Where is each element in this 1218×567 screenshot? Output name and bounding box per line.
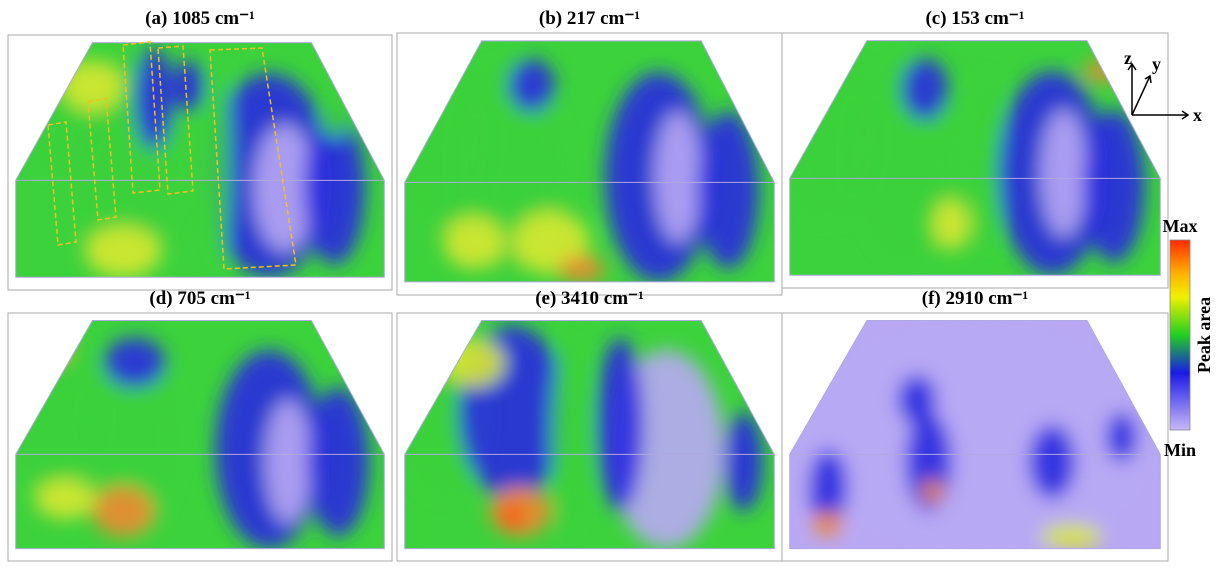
intensity-blob	[173, 61, 204, 112]
intensity-blob	[559, 256, 605, 282]
intensity-blob	[898, 375, 937, 425]
panel-title: (f) 2910 cm⁻¹	[922, 288, 1028, 309]
intensity-blob	[8, 325, 100, 499]
colorbar-max: Max	[1163, 216, 1198, 236]
panel: (f) 2910 cm⁻¹	[782, 288, 1168, 561]
axis-label: x	[1193, 105, 1202, 125]
figure: (a) 1085 cm⁻¹ (b) 217 cm⁻¹ (c) 153 cm⁻¹ (d)…	[0, 0, 1218, 567]
panel: (d) 705 cm⁻¹	[8, 288, 392, 561]
panel-title: (d) 705 cm⁻¹	[149, 288, 250, 309]
intensity-blob	[265, 400, 311, 524]
intensity-blob	[1041, 110, 1087, 238]
panel: (c) 153 cm⁻¹	[782, 8, 1168, 288]
intensity-blob	[724, 412, 763, 511]
volume	[782, 313, 1168, 561]
colorbar-min: Min	[1164, 440, 1196, 460]
y-arrow	[1132, 76, 1150, 115]
volume-texture	[782, 313, 1168, 561]
colorbar	[1170, 240, 1190, 430]
intensity-blob	[813, 511, 844, 536]
panel: (a) 1085 cm⁻¹	[8, 8, 392, 290]
intensity-blob	[933, 199, 972, 250]
panels: (a) 1085 cm⁻¹ (b) 217 cm⁻¹ (c) 153 cm⁻¹ (d)…	[8, 8, 1168, 561]
intensity-blob	[551, 338, 590, 536]
intensity-blob	[501, 504, 524, 529]
volume	[397, 320, 774, 548]
intensity-blob	[92, 487, 153, 537]
intensity-blob	[319, 112, 350, 138]
intensity-blob	[104, 338, 165, 388]
intensity-blob	[597, 338, 643, 512]
intensity-blob	[1041, 524, 1103, 549]
intensity-blob	[35, 479, 96, 519]
axis-label: z	[1124, 48, 1132, 68]
intensity-blob	[655, 112, 701, 243]
panel-title: (e) 3410 cm⁻¹	[535, 288, 644, 309]
colorbar-label: Peak area	[1194, 297, 1214, 373]
intensity-blob	[1083, 61, 1122, 81]
volume	[782, 41, 1160, 276]
volume	[8, 320, 384, 548]
panel: (b) 217 cm⁻¹	[397, 8, 782, 295]
intensity-blob	[443, 338, 505, 388]
intensity-blob	[208, 61, 231, 265]
intensity-blob	[509, 59, 555, 111]
volume	[16, 43, 385, 278]
intensity-blob	[62, 61, 123, 112]
panel-title: (a) 1085 cm⁻¹	[145, 8, 255, 29]
intensity-blob	[23, 338, 69, 363]
intensity-blob	[921, 479, 944, 504]
axis-label: y	[1152, 54, 1161, 74]
panel: (e) 3410 cm⁻¹	[397, 288, 782, 561]
intensity-blob	[443, 216, 505, 268]
intensity-blob	[902, 59, 948, 120]
intensity-blob	[85, 226, 162, 277]
intensity-blob	[971, 71, 1002, 250]
intensity-blob	[1029, 425, 1075, 499]
panel-title: (c) 153 cm⁻¹	[925, 8, 1024, 29]
volume	[397, 41, 774, 282]
panel-title: (b) 217 cm⁻¹	[539, 8, 640, 29]
